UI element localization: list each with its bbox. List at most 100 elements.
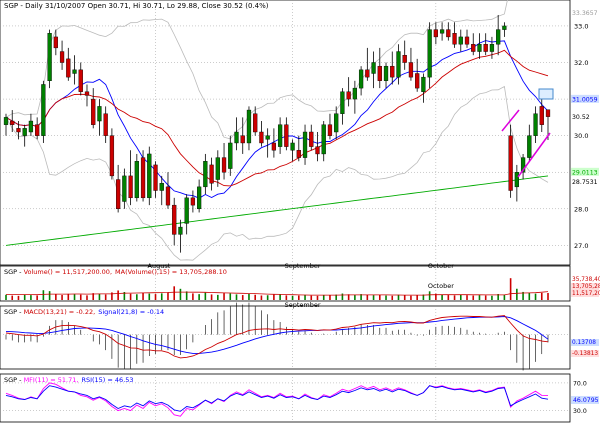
candle-body xyxy=(309,131,314,147)
volume-label-ticker: SGP - xyxy=(4,268,24,276)
right-value-box xyxy=(571,276,599,283)
macd-panel: SGP - MACD(13,21) = -0.22, Signal(21,8) =… xyxy=(0,302,599,371)
right-value-box xyxy=(571,395,599,404)
volume-bars xyxy=(5,278,549,300)
candle-body xyxy=(221,157,227,173)
volume-bar xyxy=(528,292,531,300)
candle-body xyxy=(122,175,127,202)
candle-body xyxy=(408,62,414,78)
y-tick-label: 28.0 xyxy=(574,205,588,213)
candle-body xyxy=(234,131,239,144)
volume-panel: September October SGP - Volume() = 11,517… xyxy=(0,265,600,309)
volume-bar xyxy=(372,295,375,300)
right-value-box xyxy=(571,167,599,176)
volume-bar xyxy=(472,295,475,300)
volume-bar xyxy=(204,292,207,300)
right-value-label: 30.0 xyxy=(573,408,587,415)
right-value-box xyxy=(571,8,599,17)
candle-body xyxy=(41,84,46,136)
price-candles xyxy=(3,14,551,253)
candle-body xyxy=(520,157,526,173)
volume-bar xyxy=(285,295,288,300)
macd-right-values: 0.13708 -0.13813 xyxy=(571,339,599,357)
volume-bar xyxy=(329,295,331,300)
mfi-label-value: MFI(11) = 51.71, xyxy=(24,376,79,384)
x-tick-label: September xyxy=(285,301,321,309)
right-value-label: 33.3657 xyxy=(572,10,598,17)
right-value-label: 30.52 xyxy=(572,114,590,121)
candle-body xyxy=(315,146,320,155)
right-value-label: 28.7531 xyxy=(572,179,598,186)
candle-body xyxy=(539,106,544,125)
volume-bar xyxy=(447,295,450,300)
candle-body xyxy=(153,164,158,191)
volume-bar xyxy=(210,294,213,300)
candle-body xyxy=(327,124,333,136)
volume-bar xyxy=(273,294,275,300)
volume-bar xyxy=(30,295,32,300)
volume-bar xyxy=(136,294,138,300)
volume-bar xyxy=(453,295,456,300)
candle-body xyxy=(514,172,519,188)
macd-label-value: MACD(13,21) = -0.22, xyxy=(24,308,96,316)
candle-body xyxy=(172,204,177,235)
right-value-label: 70.0 xyxy=(573,380,587,387)
candle-body xyxy=(97,106,102,122)
volume-bar xyxy=(459,294,462,300)
candle-body xyxy=(346,91,351,100)
svg-text:SGP - Volume() = 11,517,200.00: SGP - Volume() = 11,517,200.00, MA(Volume… xyxy=(4,268,227,276)
candle-body xyxy=(383,65,389,81)
price-right-values: 33.3657 31.0059 30.52 29.0113 28.7531 xyxy=(571,8,599,186)
right-value-box xyxy=(571,290,599,297)
volume-bar xyxy=(248,293,250,300)
trend-lines xyxy=(501,109,551,178)
candle-body xyxy=(35,124,40,136)
candle-body xyxy=(165,186,171,206)
candle-body xyxy=(402,55,407,63)
candle-body xyxy=(365,69,370,78)
candle-body xyxy=(203,161,208,188)
volume-bar xyxy=(185,291,188,300)
price-grid xyxy=(0,0,570,265)
volume-bar xyxy=(73,294,76,300)
volume-bar xyxy=(316,295,319,300)
candle-body xyxy=(433,29,438,38)
candle-body xyxy=(439,29,445,34)
macd-line xyxy=(5,315,549,359)
candle-body xyxy=(3,117,9,125)
volume-bar xyxy=(61,294,63,300)
candle-body xyxy=(446,29,451,38)
volume-bar xyxy=(223,293,225,300)
price-panel: SGP - Daily 31/10/2007 Open 30.71, Hi 30… xyxy=(0,0,599,270)
volume-bar xyxy=(92,293,95,300)
right-value-label: 11,517,200 xyxy=(572,291,600,297)
volume-bar xyxy=(260,295,263,300)
volume-bar xyxy=(42,290,45,300)
candle-body xyxy=(458,36,463,45)
candle-body xyxy=(321,124,326,155)
candle-body xyxy=(190,197,196,206)
volume-bar xyxy=(98,294,101,300)
volume-bar xyxy=(48,291,51,300)
candle-body xyxy=(489,44,495,52)
volume-bar xyxy=(148,293,151,300)
mfi-line xyxy=(5,382,549,417)
right-value-label: 13,705,288 xyxy=(572,284,600,290)
volume-bar xyxy=(160,293,163,300)
volume-bar xyxy=(254,294,256,300)
volume-bar xyxy=(416,295,418,300)
x-tick-label: October xyxy=(428,282,454,290)
volume-bar xyxy=(304,294,306,300)
volume-bar xyxy=(23,294,26,300)
volume-bar xyxy=(229,293,232,300)
volume-bar xyxy=(198,294,200,300)
volume-bar xyxy=(217,294,219,300)
volume-bar xyxy=(167,292,169,300)
candle-body xyxy=(128,175,133,199)
candle-body xyxy=(358,69,364,89)
signal-line xyxy=(5,316,549,354)
svg-text:SGP - MFI(11) = 51.71,RSI(15): SGP - MFI(11) = 51.71, RSI(15) = 46.53 xyxy=(4,376,134,384)
candle-body xyxy=(246,109,252,144)
candle-body xyxy=(84,91,90,96)
